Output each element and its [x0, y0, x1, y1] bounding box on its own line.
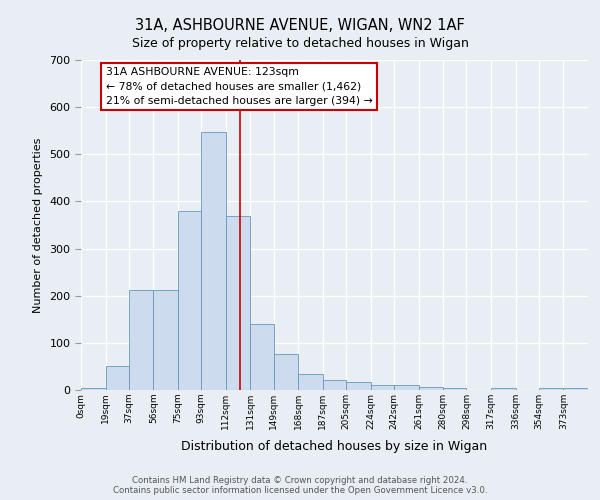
Bar — [394, 385, 419, 390]
Bar — [201, 132, 226, 390]
Text: Contains HM Land Registry data © Crown copyright and database right 2024.: Contains HM Land Registry data © Crown c… — [132, 476, 468, 485]
Bar — [154, 290, 178, 390]
Bar — [323, 380, 346, 390]
Bar — [81, 388, 106, 390]
Text: Contains public sector information licensed under the Open Government Licence v3: Contains public sector information licen… — [113, 486, 487, 495]
Bar — [250, 324, 274, 390]
Bar — [371, 385, 394, 390]
Bar — [298, 374, 323, 390]
Bar — [563, 388, 588, 390]
Bar — [346, 382, 371, 390]
Bar — [274, 354, 298, 390]
X-axis label: Distribution of detached houses by size in Wigan: Distribution of detached houses by size … — [181, 440, 488, 454]
Bar — [106, 366, 129, 390]
Bar — [539, 388, 563, 390]
Bar — [443, 388, 466, 390]
Text: 31A ASHBOURNE AVENUE: 123sqm
← 78% of detached houses are smaller (1,462)
21% of: 31A ASHBOURNE AVENUE: 123sqm ← 78% of de… — [106, 67, 373, 106]
Y-axis label: Number of detached properties: Number of detached properties — [32, 138, 43, 312]
Bar — [178, 211, 201, 390]
Bar — [491, 388, 515, 390]
Text: 31A, ASHBOURNE AVENUE, WIGAN, WN2 1AF: 31A, ASHBOURNE AVENUE, WIGAN, WN2 1AF — [135, 18, 465, 32]
Bar — [129, 290, 154, 390]
Text: Size of property relative to detached houses in Wigan: Size of property relative to detached ho… — [131, 38, 469, 51]
Bar — [419, 386, 443, 390]
Bar — [226, 216, 250, 390]
